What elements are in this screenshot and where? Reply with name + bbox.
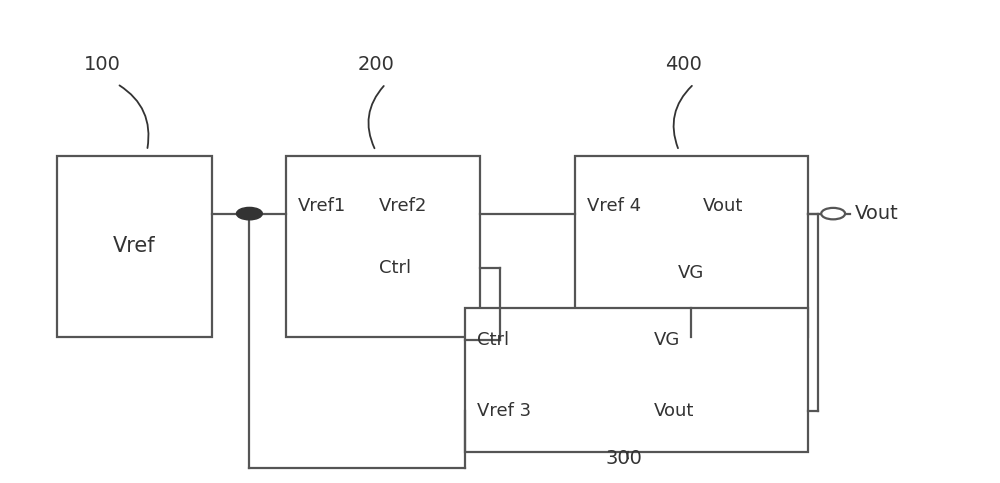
Text: 100: 100 (84, 56, 121, 74)
Text: VG: VG (678, 265, 705, 283)
Circle shape (821, 208, 845, 219)
Text: 200: 200 (357, 56, 394, 74)
Bar (286, 156, 480, 337)
Text: Vout: Vout (855, 204, 899, 223)
Text: Vref 3: Vref 3 (477, 402, 531, 421)
Text: 300: 300 (606, 449, 643, 469)
Text: Vref 4: Vref 4 (587, 198, 641, 215)
Text: Ctrl: Ctrl (379, 259, 411, 277)
Text: Vref: Vref (113, 236, 156, 256)
Text: VG: VG (654, 331, 680, 349)
Text: Vref1: Vref1 (298, 198, 346, 215)
Text: Vref2: Vref2 (379, 198, 428, 215)
Text: Vout: Vout (654, 402, 694, 421)
Bar (57, 156, 212, 337)
Circle shape (236, 207, 262, 220)
Text: Vout: Vout (703, 198, 743, 215)
Bar (575, 156, 808, 337)
Text: Ctrl: Ctrl (477, 331, 509, 349)
Text: 400: 400 (666, 56, 702, 74)
Bar (465, 308, 808, 452)
